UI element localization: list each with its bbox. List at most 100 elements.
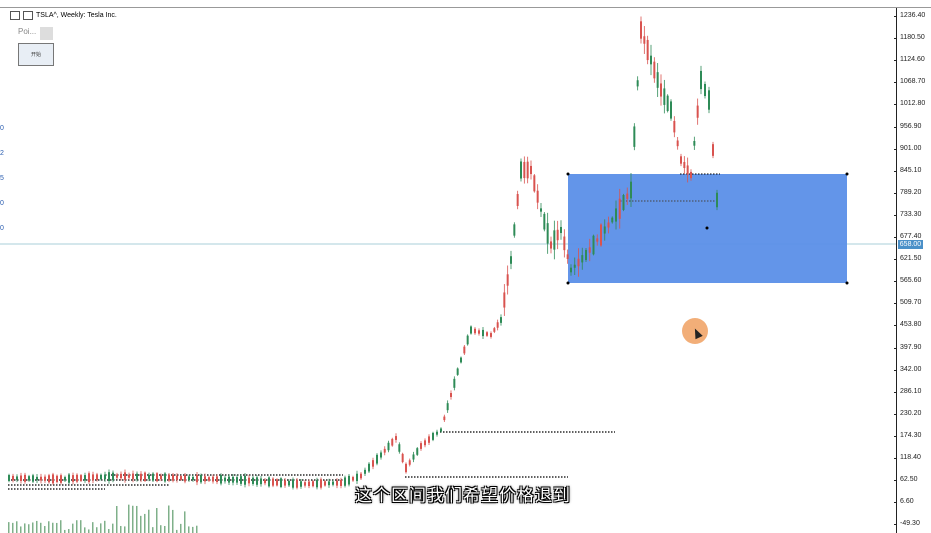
candle-body bbox=[68, 474, 70, 483]
volume-bar bbox=[168, 505, 170, 533]
candle-body bbox=[391, 438, 394, 446]
price-tick bbox=[894, 369, 897, 371]
candle-body bbox=[212, 476, 214, 482]
candle-body bbox=[356, 473, 358, 482]
price-chart bbox=[0, 16, 896, 533]
candle-body bbox=[152, 473, 154, 481]
price-tick bbox=[894, 413, 897, 415]
candle-body bbox=[248, 477, 250, 484]
volume-bar bbox=[192, 526, 194, 533]
candle-body bbox=[104, 474, 106, 480]
candle-body bbox=[376, 454, 378, 464]
volume-bar bbox=[196, 525, 198, 533]
candle-body bbox=[506, 274, 509, 286]
price-tick bbox=[894, 38, 897, 40]
price-tick-label: 789.20 bbox=[900, 188, 922, 196]
candle-body bbox=[716, 192, 718, 208]
volume-bar bbox=[136, 505, 138, 533]
candle-body bbox=[622, 195, 625, 210]
candle-body bbox=[52, 474, 54, 484]
chart-title: TSLA^, Weekly: Tesla Inc. bbox=[36, 12, 117, 19]
candle-body bbox=[503, 292, 506, 308]
candle-body bbox=[493, 328, 496, 332]
candle-body bbox=[168, 474, 170, 481]
candle-body bbox=[64, 477, 66, 481]
candle-body bbox=[686, 165, 689, 175]
candle-body bbox=[380, 452, 382, 458]
candle-body bbox=[536, 190, 539, 203]
candle-body bbox=[660, 83, 662, 97]
candle-body bbox=[436, 431, 438, 435]
candle-body bbox=[712, 144, 714, 156]
start-button[interactable]: 开始 bbox=[18, 43, 54, 66]
candle-body bbox=[232, 476, 234, 483]
top-border bbox=[0, 7, 931, 8]
candle-body bbox=[556, 229, 559, 241]
price-tick-label: 1180.50 bbox=[900, 34, 925, 42]
volume-bar bbox=[64, 529, 66, 533]
candle-body bbox=[456, 368, 459, 375]
candle-body bbox=[466, 335, 469, 345]
volume-bar bbox=[80, 520, 82, 533]
price-tick bbox=[894, 237, 897, 238]
poi-toggle[interactable] bbox=[40, 27, 53, 40]
left-edge-label: 0 bbox=[0, 225, 4, 232]
candle-body bbox=[124, 472, 126, 480]
candle-body bbox=[160, 475, 162, 480]
price-axis[interactable]: 1236.40 1180.50 1124.60 1068.70 1012.80 956.9… bbox=[894, 8, 931, 533]
candle-body bbox=[670, 101, 672, 119]
candle-body bbox=[700, 70, 702, 90]
candle-body bbox=[332, 481, 334, 485]
candle-body bbox=[408, 460, 411, 465]
volume-bar bbox=[148, 509, 150, 533]
candle-body bbox=[224, 477, 226, 482]
candle-body bbox=[32, 475, 34, 482]
candle-body bbox=[348, 475, 350, 485]
candle-body bbox=[324, 481, 326, 486]
volume-bar bbox=[60, 520, 62, 533]
poi-field[interactable]: Poi... bbox=[18, 27, 54, 40]
candle-body bbox=[368, 463, 370, 472]
candle-body bbox=[208, 477, 210, 481]
candle-body bbox=[308, 481, 310, 487]
volume-bar bbox=[20, 526, 22, 533]
candle-body bbox=[320, 479, 322, 488]
price-tick bbox=[894, 435, 897, 437]
price-tick bbox=[894, 60, 897, 62]
candle-body bbox=[650, 55, 652, 65]
price-tick-label: 397.90 bbox=[900, 343, 922, 351]
price-tick-label: 1012.80 bbox=[900, 100, 926, 108]
candle-body bbox=[560, 226, 562, 234]
price-tick bbox=[894, 391, 897, 393]
candle-body bbox=[432, 432, 434, 440]
candle-body bbox=[372, 460, 374, 467]
candle-body bbox=[482, 329, 484, 337]
candle-body bbox=[640, 21, 642, 39]
candle-body bbox=[268, 477, 270, 487]
candle-body bbox=[340, 480, 342, 486]
candle-body bbox=[44, 476, 46, 481]
candle-body bbox=[520, 161, 522, 179]
candle-body bbox=[530, 165, 532, 175]
volume-bar bbox=[140, 515, 142, 533]
candle-body bbox=[516, 194, 519, 206]
candle-body bbox=[92, 474, 94, 481]
candle-body bbox=[316, 479, 318, 488]
volume-bar bbox=[180, 523, 182, 533]
candle-body bbox=[264, 479, 266, 484]
candle-body bbox=[600, 224, 602, 246]
candle-body bbox=[708, 90, 710, 110]
candle-body bbox=[566, 254, 569, 259]
volume-bar bbox=[96, 527, 98, 533]
candle-body bbox=[446, 403, 449, 411]
candle-body bbox=[200, 475, 202, 483]
price-tick-label: 733.30 bbox=[900, 210, 922, 218]
candle-body bbox=[184, 474, 186, 482]
price-tick-label: 453.80 bbox=[900, 321, 922, 329]
volume-bar bbox=[108, 529, 110, 533]
candle-body bbox=[546, 223, 549, 244]
candle-body bbox=[592, 235, 595, 255]
candle-body bbox=[260, 478, 262, 485]
price-tick bbox=[894, 347, 897, 349]
